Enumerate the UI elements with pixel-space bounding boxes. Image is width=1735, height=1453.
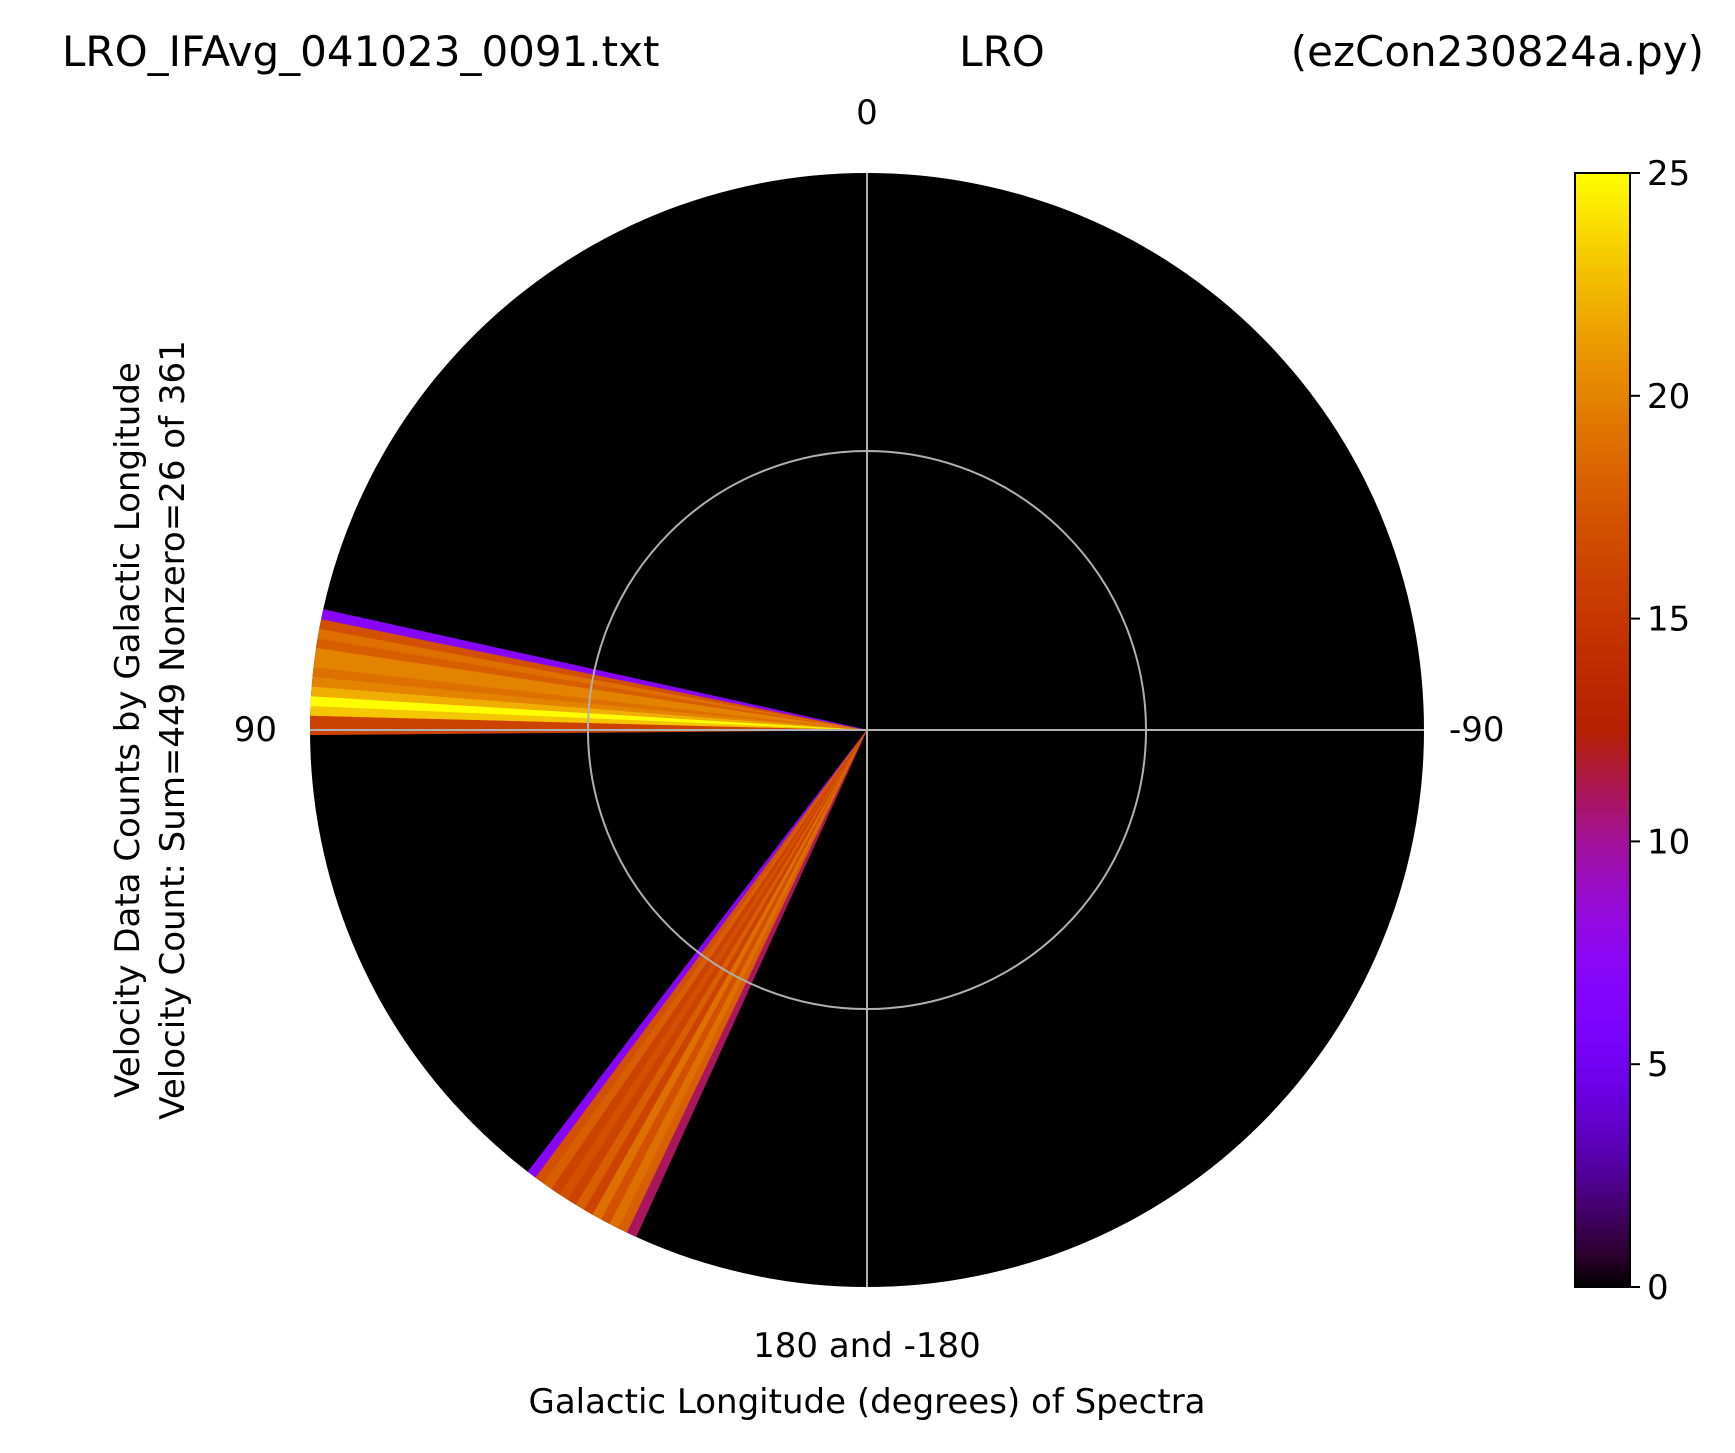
colorbar-tick-label: 15 xyxy=(1647,600,1690,640)
angle-tick-bottom: 180 and -180 xyxy=(753,1326,981,1366)
y-label-line1: Velocity Data Counts by Galactic Longitu… xyxy=(108,362,148,1098)
angle-tick-left: 90 xyxy=(234,710,277,750)
angle-tick-top: 0 xyxy=(856,93,878,133)
colorbar-tick-label: 5 xyxy=(1647,1045,1669,1085)
colorbar: 0 5 10 15 20 25 xyxy=(1574,154,1690,1308)
title-center: LRO xyxy=(959,27,1045,76)
title-left: LRO_IFAvg_041023_0091.txt xyxy=(62,27,659,76)
y-label-line2: Velocity Count: Sum=449 Nonzero=26 of 36… xyxy=(153,340,193,1119)
x-label: Galactic Longitude (degrees) of Spectra xyxy=(528,1382,1205,1422)
title-right: (ezCon230824a.py) xyxy=(1291,27,1704,76)
colorbar-tick-label: 10 xyxy=(1647,822,1690,862)
colorbar-tick-label: 20 xyxy=(1647,377,1690,417)
polar-grid xyxy=(310,173,1424,1287)
colorbar-gradient xyxy=(1574,172,1631,1288)
colorbar-tick-label: 0 xyxy=(1647,1268,1669,1308)
gridline-circle xyxy=(587,450,1147,1010)
colorbar-tick-label: 25 xyxy=(1647,154,1690,194)
angle-tick-right: -90 xyxy=(1449,710,1505,750)
